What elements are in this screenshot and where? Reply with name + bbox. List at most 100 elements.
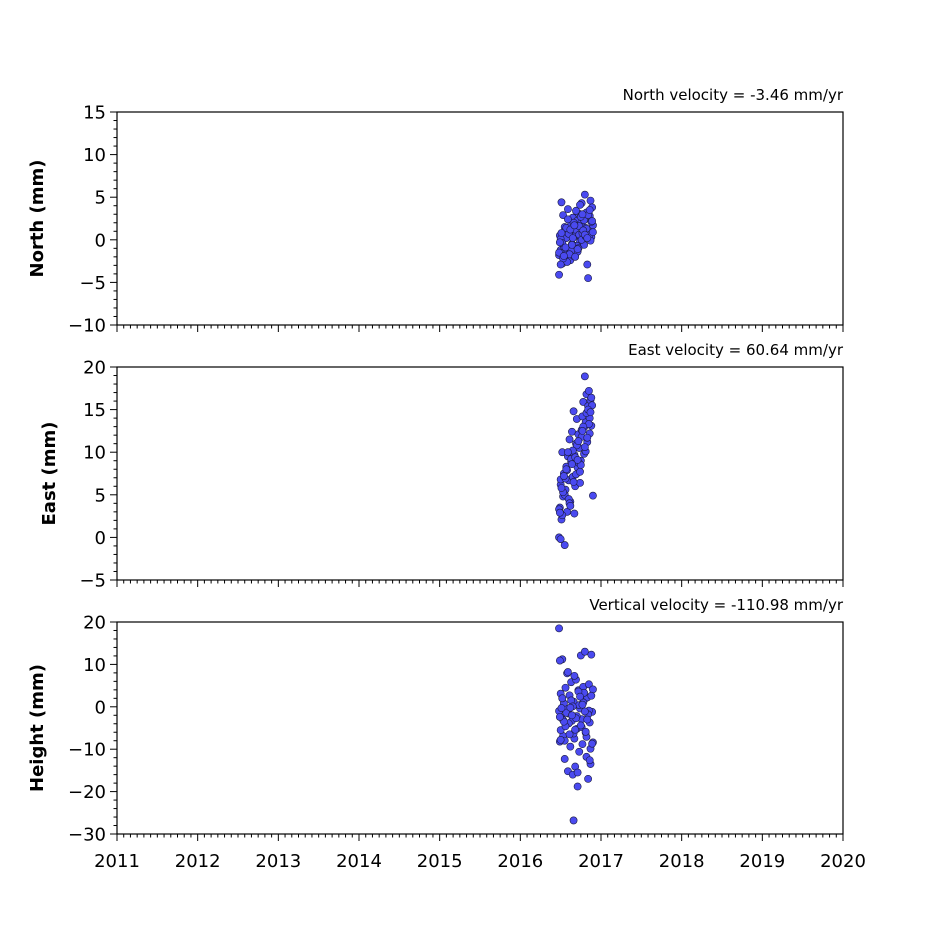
height-data-point bbox=[566, 742, 575, 751]
east-y-tick-label: 0 bbox=[95, 528, 106, 549]
east-data-point bbox=[576, 467, 584, 476]
north-data-point bbox=[588, 217, 597, 225]
east-panel: −5 0 5 10 15 20 East (mm) East velocity = 60.64… bbox=[39, 341, 844, 592]
east-data-point bbox=[579, 398, 588, 406]
north-panel: −10 −5 0 5 10 15 North (mm) North velocity = -3… bbox=[27, 86, 844, 337]
height-data-point bbox=[556, 735, 565, 744]
east-data-point bbox=[557, 484, 566, 492]
north-data-point bbox=[586, 196, 595, 205]
north-data-point bbox=[555, 270, 563, 279]
east-data-point bbox=[586, 408, 595, 417]
height-data-point bbox=[575, 747, 584, 756]
height-y-tick-label: −20 bbox=[68, 782, 106, 803]
east-data-point bbox=[565, 435, 574, 444]
height-y-tick-label: 10 bbox=[83, 655, 106, 676]
height-y-tick-label: 0 bbox=[95, 697, 106, 718]
height-y-tick-label: 20 bbox=[83, 613, 106, 634]
height-y-tick-label: −10 bbox=[68, 740, 106, 761]
height-data-point bbox=[564, 668, 572, 676]
north-data-point bbox=[584, 274, 592, 283]
height-data-point bbox=[555, 713, 564, 721]
east-data-point bbox=[580, 372, 589, 381]
height-data-point bbox=[578, 700, 587, 709]
height-plot-frame bbox=[116, 621, 844, 835]
north-y-tick-label: −10 bbox=[68, 316, 106, 337]
x-tick-label: 2019 bbox=[739, 851, 785, 872]
north-data-point bbox=[585, 206, 594, 214]
east-data-point bbox=[576, 478, 584, 487]
x-tick-label: 2015 bbox=[417, 851, 463, 872]
east-y-tick-label: −5 bbox=[79, 571, 106, 592]
east-data-point bbox=[583, 433, 592, 442]
north-data-point bbox=[557, 198, 566, 207]
north-data-point bbox=[589, 228, 597, 237]
height-data-point bbox=[589, 685, 597, 694]
height-data-point bbox=[569, 816, 578, 825]
x-tick-label: 2018 bbox=[659, 851, 705, 872]
height-data-point bbox=[576, 692, 584, 701]
east-data-point bbox=[564, 448, 572, 457]
east-data-point bbox=[568, 460, 576, 469]
north-data-point bbox=[564, 205, 572, 214]
north-plot-frame bbox=[116, 111, 844, 326]
north-data-point bbox=[573, 245, 582, 254]
north-velocity-title: North velocity = -3.46 mm/yr bbox=[623, 86, 844, 104]
north-data-point bbox=[555, 238, 564, 247]
x-tick-label: 2013 bbox=[255, 851, 301, 872]
north-data-point bbox=[568, 234, 577, 242]
north-data-point bbox=[556, 260, 565, 269]
height-data-point bbox=[573, 768, 582, 777]
east-y-axis-label: East (mm) bbox=[39, 422, 60, 526]
north-data-point bbox=[570, 221, 579, 230]
north-y-tick-label: 0 bbox=[95, 230, 106, 251]
north-data-point bbox=[564, 215, 572, 224]
east-data-point bbox=[560, 541, 569, 549]
height-data-point bbox=[580, 647, 589, 656]
height-data-point bbox=[585, 680, 593, 689]
height-data-point bbox=[561, 683, 570, 692]
north-data-point bbox=[568, 241, 576, 249]
east-data-point bbox=[574, 437, 583, 446]
height-y-tick-label: −30 bbox=[68, 825, 106, 846]
north-data-point bbox=[583, 260, 592, 269]
height-data-point bbox=[578, 740, 587, 749]
height-data-point bbox=[588, 739, 597, 748]
east-y-tick-label: 10 bbox=[83, 443, 106, 464]
east-data-point bbox=[562, 465, 571, 474]
height-data-point bbox=[576, 721, 585, 730]
height-data-point bbox=[557, 704, 566, 712]
height-y-axis-label: Height (mm) bbox=[27, 664, 48, 792]
east-data-point bbox=[585, 386, 593, 395]
east-data-point bbox=[573, 455, 582, 464]
height-data-point bbox=[570, 671, 579, 680]
north-y-tick-label: 10 bbox=[83, 145, 106, 166]
x-tick-label: 2016 bbox=[497, 851, 543, 872]
height-data-point bbox=[568, 711, 576, 720]
east-plot-frame bbox=[116, 366, 844, 581]
north-data-point bbox=[576, 200, 584, 209]
height-data-point bbox=[584, 774, 592, 783]
height-data-point bbox=[581, 727, 590, 736]
east-y-tick-label: 20 bbox=[83, 358, 106, 379]
x-tick-label: 2014 bbox=[336, 851, 382, 872]
height-data-point bbox=[585, 756, 594, 765]
height-data-point bbox=[571, 725, 580, 734]
height-velocity-title: Vertical velocity = -110.98 mm/yr bbox=[589, 596, 843, 614]
x-tick-label: 2020 bbox=[820, 851, 866, 872]
east-data-point bbox=[570, 509, 579, 518]
east-data-point bbox=[555, 508, 564, 517]
north-y-tick-label: 15 bbox=[83, 103, 106, 124]
north-data-point bbox=[578, 210, 587, 219]
height-data-point bbox=[560, 755, 569, 763]
height-data-point bbox=[555, 624, 563, 633]
east-data-point bbox=[589, 491, 597, 500]
east-data-point bbox=[568, 427, 576, 436]
x-tick-label: 2011 bbox=[94, 851, 140, 872]
east-data-point bbox=[559, 472, 568, 480]
east-data-point bbox=[566, 501, 575, 510]
height-data-point bbox=[587, 691, 596, 700]
height-data-point bbox=[565, 730, 574, 739]
north-data-point bbox=[561, 243, 570, 252]
north-data-point bbox=[572, 206, 580, 215]
